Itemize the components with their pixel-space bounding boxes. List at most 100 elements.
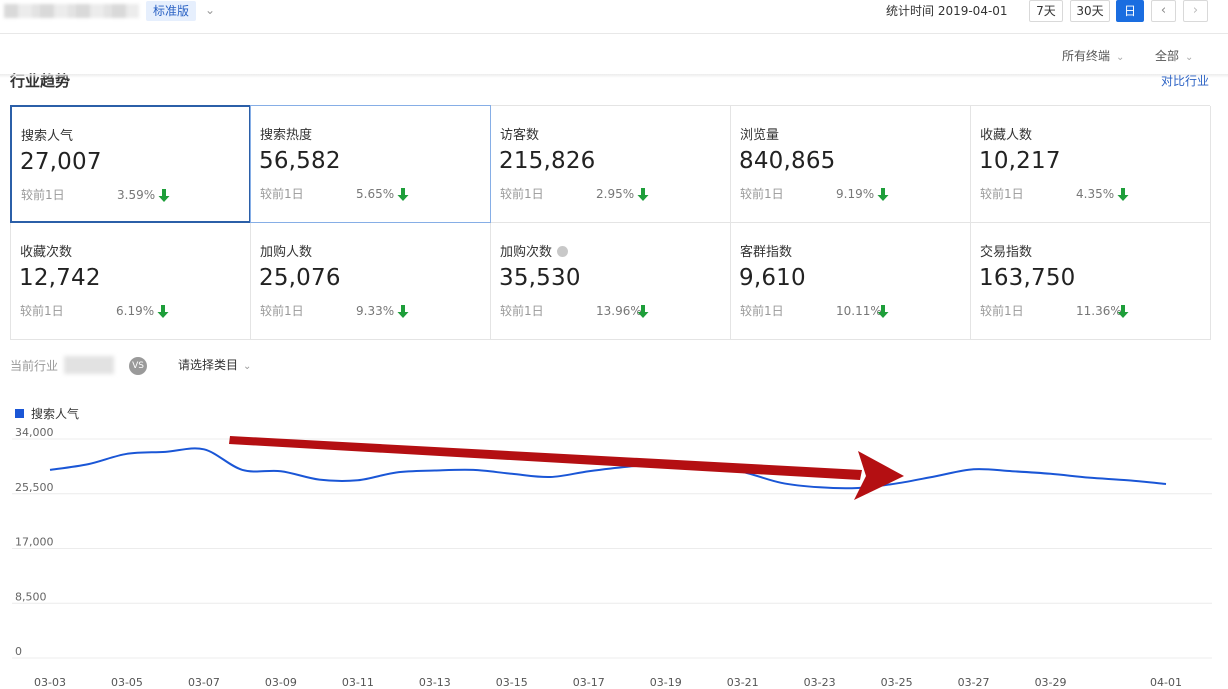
category-select-placeholder: 请选择类目: [178, 358, 239, 372]
range-7d-button[interactable]: 7天: [1029, 0, 1063, 22]
shop-name-blurred: [4, 4, 139, 18]
metric-card[interactable]: 浏览量 840,865 较前1日 9.19%: [731, 106, 971, 223]
chevron-right-icon[interactable]: ›: [1183, 0, 1208, 22]
metric-card[interactable]: 收藏人数 10,217 较前1日 4.35%: [971, 106, 1211, 223]
x-tick-label: 03-05: [111, 676, 143, 689]
metric-label-text: 搜索人气: [21, 129, 74, 144]
metric-label: 搜索人气: [21, 129, 73, 145]
x-tick-label: 03-13: [419, 676, 451, 689]
metric-value: 10,217: [979, 148, 1061, 174]
y-tick-label: 8,500: [15, 590, 47, 603]
y-tick-label: 17,000: [15, 536, 54, 549]
metric-compare-label: 较前1日: [980, 304, 1024, 318]
metric-change: 11.36%: [1076, 304, 1122, 318]
metric-card[interactable]: 客群指数 9,610 较前1日 10.11%: [731, 223, 971, 340]
x-tick-label: 03-07: [188, 676, 220, 689]
metric-label: 加购人数: [260, 245, 312, 261]
range-day-button[interactable]: 日: [1116, 0, 1144, 22]
metric-card[interactable]: 收藏次数 12,742 较前1日 6.19%: [11, 223, 251, 340]
metric-label-text: 客群指数: [740, 245, 793, 260]
metric-value: 215,826: [499, 148, 596, 174]
metric-change: 4.35%: [1076, 187, 1115, 201]
vs-badge: VS: [129, 357, 147, 375]
stat-time: 统计时间 2019-04-01: [886, 4, 1008, 18]
x-tick-label: 03-15: [496, 676, 528, 689]
info-icon[interactable]: [557, 246, 569, 257]
compare-industry-link[interactable]: 对比行业: [1161, 74, 1210, 88]
series-line-search-popularity: [49, 447, 1167, 490]
metric-compare-label: 较前1日: [500, 187, 544, 201]
current-industry-blurred: [64, 356, 114, 374]
metric-value: 840,865: [739, 148, 836, 174]
x-tick-label: 04-01: [1150, 676, 1182, 689]
metric-label-text: 加购次数: [500, 245, 553, 260]
x-tick-label: 03-19: [650, 676, 682, 689]
metric-label-text: 加购人数: [260, 245, 313, 260]
arrow-down-icon: [397, 188, 409, 201]
arrow-down-icon: [397, 305, 409, 318]
chevron-down-icon: ⌄: [243, 361, 252, 372]
metric-label-text: 浏览量: [740, 128, 780, 143]
metric-change: 5.65%: [356, 187, 395, 201]
y-tick-label: 0: [15, 645, 22, 658]
metric-compare-label: 较前1日: [980, 187, 1024, 201]
legend-label[interactable]: 搜索人气: [31, 407, 80, 421]
metric-change: 6.19%: [116, 304, 155, 318]
arrow-down-icon: [157, 305, 169, 318]
metric-label: 搜索热度: [260, 128, 312, 144]
arrow-down-icon: [637, 305, 649, 318]
terminal-filter[interactable]: 所有终端 ⌄: [1062, 48, 1124, 66]
x-tick-label: 03-09: [265, 676, 297, 689]
scope-filter[interactable]: 全部 ⌄: [1155, 48, 1193, 66]
x-tick-label: 03-25: [881, 676, 913, 689]
chevron-down-icon[interactable]: ⌄: [205, 3, 216, 17]
metric-card[interactable]: 搜索热度 56,582 较前1日 5.65%: [250, 105, 491, 223]
legend-swatch[interactable]: [15, 409, 24, 418]
metric-compare-label: 较前1日: [740, 187, 784, 201]
metric-change: 2.95%: [596, 187, 635, 201]
metric-label: 访客数: [500, 128, 539, 144]
metric-card[interactable]: 搜索人气 27,007 较前1日 3.59%: [10, 105, 251, 223]
top-bar: 标准版 ⌄ 统计时间 2019-04-01 7天 30天 日 ‹ ›: [0, 0, 1228, 34]
metric-change: 9.19%: [836, 187, 875, 201]
metric-card[interactable]: 加购人数 25,076 较前1日 9.33%: [251, 223, 491, 340]
range-30d-button[interactable]: 30天: [1070, 0, 1110, 22]
arrow-down-icon: [877, 188, 889, 201]
metric-change: 13.96%: [596, 304, 642, 318]
metric-label: 浏览量: [740, 128, 779, 144]
metric-label-text: 访客数: [500, 128, 540, 143]
trend-line-chart: 34,000 25,500 17,000 8,500 0 03-03 03-05 03-07 0…: [12, 426, 1212, 689]
metric-card[interactable]: 交易指数 163,750 较前1日 11.36%: [971, 223, 1211, 340]
metric-value: 56,582: [259, 148, 341, 174]
sticky-header-shadow: [0, 74, 1228, 78]
x-tick-label: 03-03: [34, 676, 66, 689]
metric-label: 收藏次数: [20, 245, 72, 261]
metric-label-text: 交易指数: [980, 245, 1033, 260]
chevron-left-icon[interactable]: ‹: [1151, 0, 1176, 22]
terminal-filter-label: 所有终端: [1062, 49, 1111, 63]
chevron-down-icon: ⌄: [1116, 52, 1125, 63]
x-tick-label: 03-11: [342, 676, 374, 689]
x-tick-label: 03-17: [573, 676, 605, 689]
edition-badge[interactable]: 标准版: [146, 1, 197, 21]
metric-value: 163,750: [979, 265, 1076, 291]
y-tick-label: 25,500: [15, 481, 54, 494]
metric-compare-label: 较前1日: [21, 188, 65, 202]
trend-annotation-arrow-head: [854, 451, 904, 500]
metric-compare-label: 较前1日: [740, 304, 784, 318]
metric-label: 收藏人数: [980, 128, 1032, 144]
metric-label: 交易指数: [980, 245, 1032, 261]
metric-value: 25,076: [259, 265, 341, 291]
metric-value: 9,610: [739, 265, 806, 291]
metric-change: 9.33%: [356, 304, 395, 318]
metric-change: 10.11%: [836, 304, 882, 318]
metric-label-text: 收藏人数: [980, 128, 1033, 143]
arrow-down-icon: [1117, 188, 1129, 201]
metric-change: 3.59%: [117, 188, 156, 202]
category-select[interactable]: 请选择类目 ⌄: [178, 357, 251, 375]
current-industry-label: 当前行业: [10, 359, 59, 373]
metric-card[interactable]: 加购次数 35,530 较前1日 13.96%: [491, 223, 731, 340]
metric-card[interactable]: 访客数 215,826 较前1日 2.95%: [491, 106, 731, 223]
scope-filter-label: 全部: [1155, 49, 1180, 63]
metric-compare-label: 较前1日: [500, 304, 544, 318]
